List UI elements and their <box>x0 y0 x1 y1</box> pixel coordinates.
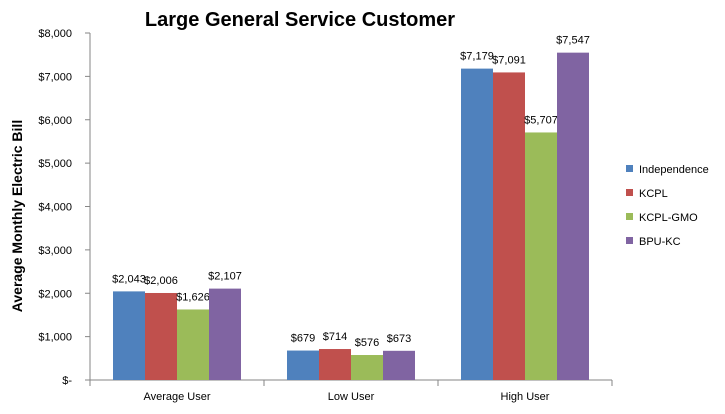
legend-label: BPU-KC <box>639 236 681 248</box>
legend-swatch <box>626 165 633 172</box>
data-label: $679 <box>291 333 315 345</box>
y-tick-label: $7,000 <box>38 71 72 83</box>
data-label: $5,707 <box>524 114 558 126</box>
legend-swatch <box>626 237 633 244</box>
plot-area: $- $1,000 $2,000 $3,000 $4,000 $5,000 $6,000 $7… <box>38 28 613 403</box>
y-tick-label: $4,000 <box>38 202 72 214</box>
legend-label: KCPL-GMO <box>639 212 698 224</box>
y-tick-label: $1,000 <box>38 332 72 344</box>
y-tick-label: $8,000 <box>38 28 72 40</box>
y-tick-label: $2,000 <box>38 288 72 300</box>
data-label: $7,091 <box>492 54 526 66</box>
data-label: $2,043 <box>112 273 146 285</box>
data-label: $2,006 <box>144 275 178 287</box>
data-label: $7,547 <box>556 35 590 47</box>
data-label: $673 <box>387 333 411 345</box>
bar <box>319 349 351 380</box>
chart-title: Large General Service Customer <box>145 9 455 31</box>
bar <box>209 288 241 380</box>
y-tick-label: $5,000 <box>38 158 72 170</box>
data-label: $7,179 <box>460 51 494 63</box>
bar <box>383 350 415 380</box>
legend-swatch <box>626 213 633 220</box>
bar <box>177 309 209 380</box>
bar <box>113 291 145 380</box>
bar <box>287 350 319 380</box>
bar <box>493 72 525 381</box>
x-tick-label: Average User <box>143 391 210 403</box>
data-label: $714 <box>323 331 347 343</box>
y-tick-label: $3,000 <box>38 245 72 257</box>
bar <box>461 68 493 381</box>
data-label: $2,107 <box>208 271 242 283</box>
y-tick-label: $- <box>62 375 72 387</box>
legend: Independence KCPL KCPL-GMO BPU-KC <box>626 164 709 248</box>
data-label: $1,626 <box>176 291 210 303</box>
legend-label: Independence <box>639 164 709 176</box>
y-axis-label: Average Monthly Electric Bill <box>9 120 25 312</box>
bar <box>525 132 557 380</box>
bar <box>145 292 177 380</box>
x-tick-label: Low User <box>328 391 375 403</box>
bar <box>351 355 383 380</box>
x-tick-label: High User <box>501 391 550 403</box>
data-label: $576 <box>355 337 379 349</box>
legend-label: KCPL <box>639 188 668 200</box>
legend-swatch <box>626 189 633 196</box>
bar <box>557 52 589 381</box>
y-tick-label: $6,000 <box>38 115 72 127</box>
